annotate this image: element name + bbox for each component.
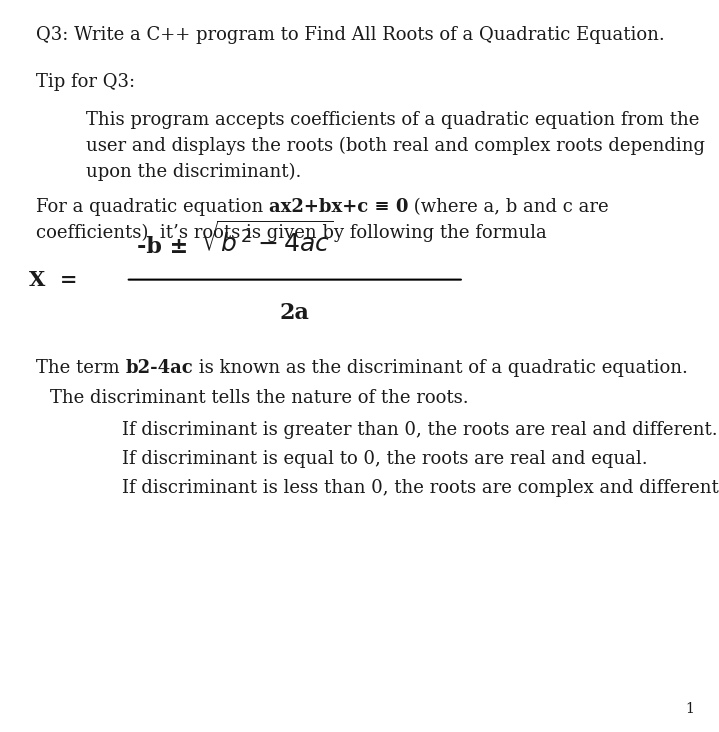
Text: $\sqrt{b^{\,2} - 4ac}$: $\sqrt{b^{\,2} - 4ac}$ [200,221,333,258]
Text: If discriminant is greater than 0, the roots are real and different.: If discriminant is greater than 0, the r… [122,421,718,439]
Text: ax2+bx+c ≡ 0: ax2+bx+c ≡ 0 [269,198,408,216]
Text: ax2+bx+c ≡ 0: ax2+bx+c ≡ 0 [269,198,408,216]
Text: If discriminant is less than 0, the roots are complex and different.: If discriminant is less than 0, the root… [122,479,719,498]
Text: (where a, b and c are: (where a, b and c are [408,198,609,216]
Text: coefficients), it’s roots is given by following the formula: coefficients), it’s roots is given by fo… [36,223,546,242]
Text: -b ±: -b ± [137,236,203,258]
Text: 2a: 2a [280,302,310,324]
Text: is known as the discriminant of a quadratic equation.: is known as the discriminant of a quadra… [193,359,688,377]
Text: X  =: X = [29,269,77,290]
Text: If discriminant is equal to 0, the roots are real and equal.: If discriminant is equal to 0, the roots… [122,450,648,468]
Text: Tip for Q3:: Tip for Q3: [36,73,135,92]
Text: -b ±: -b ± [137,258,203,280]
Text: Q3: Write a C++ program to Find All Roots of a Quadratic Equation.: Q3: Write a C++ program to Find All Root… [36,26,664,44]
Text: For a quadratic equation: For a quadratic equation [36,198,269,216]
Text: user and displays the roots (both real and complex roots depending: user and displays the roots (both real a… [86,137,705,155]
Text: The term: The term [36,359,125,377]
Text: 1: 1 [685,702,694,716]
Text: This program accepts coefficients of a quadratic equation from the: This program accepts coefficients of a q… [86,111,700,130]
Text: The term: The term [36,359,125,377]
Text: The discriminant tells the nature of the roots.: The discriminant tells the nature of the… [50,389,469,408]
Text: b2-4ac: b2-4ac [125,359,193,377]
Text: upon the discriminant).: upon the discriminant). [86,163,302,181]
Text: For a quadratic equation: For a quadratic equation [36,198,269,216]
Text: b2-4ac: b2-4ac [125,359,193,377]
